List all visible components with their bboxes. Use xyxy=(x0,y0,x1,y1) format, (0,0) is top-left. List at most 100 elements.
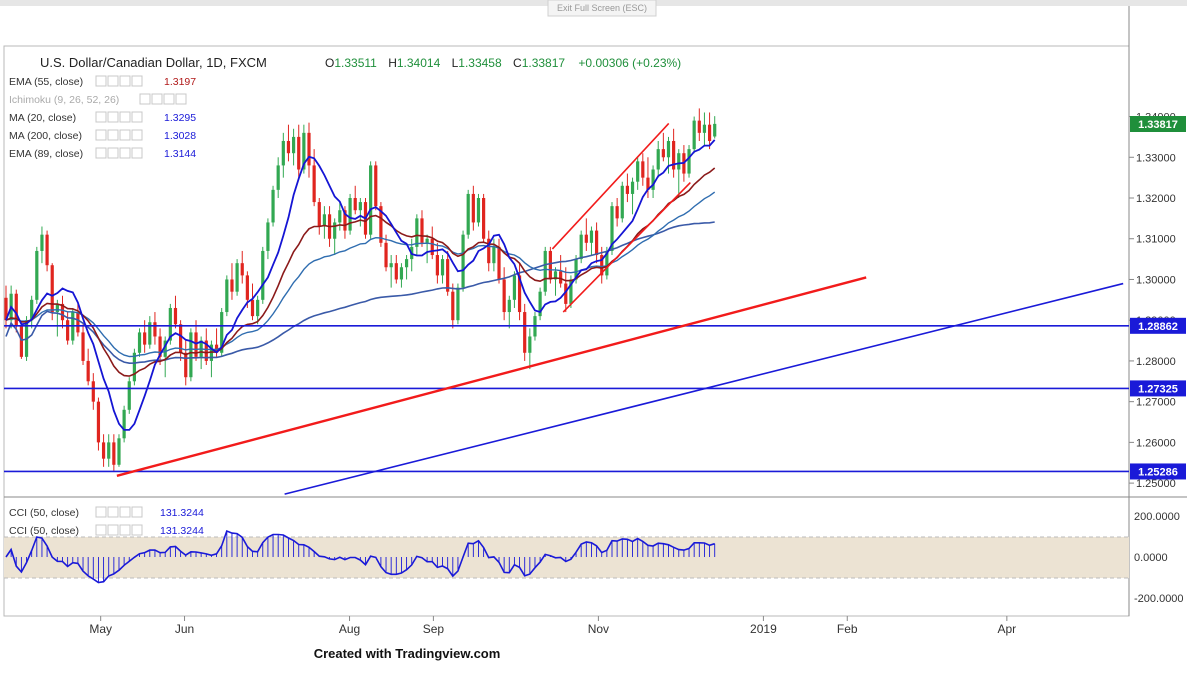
indicator-control-icon[interactable] xyxy=(95,147,107,159)
indicator-control-icon[interactable] xyxy=(131,506,143,518)
low-label: L xyxy=(452,56,459,70)
candle-body xyxy=(600,255,604,276)
exit-fullscreen-button[interactable] xyxy=(547,0,657,17)
axis-layer: 1.250001.260001.270001.280001.290001.300… xyxy=(89,112,1186,636)
indicator-control-icon[interactable] xyxy=(107,75,119,87)
candle-body xyxy=(523,312,527,353)
candle-body xyxy=(55,303,59,313)
x-tick-label: 2019 xyxy=(750,622,777,636)
candle-body xyxy=(194,332,198,357)
candle-body xyxy=(214,344,219,353)
indicator-control-icon[interactable] xyxy=(151,93,163,105)
red-channel-upper xyxy=(551,122,670,250)
cci-layer xyxy=(5,529,716,584)
candle-body xyxy=(14,293,18,327)
candle-body xyxy=(291,136,296,154)
candle-body xyxy=(471,193,475,223)
candle-body xyxy=(564,283,568,304)
cci-label: CCI (50, close) xyxy=(9,507,79,519)
price-tag-label: 1.27325 xyxy=(1138,383,1178,395)
candle-body xyxy=(707,124,712,141)
indicator-control-icon[interactable] xyxy=(107,506,119,518)
open-value: 1.33511 xyxy=(334,56,377,70)
indicator-control-icon[interactable] xyxy=(107,147,119,159)
candle-body xyxy=(276,165,280,190)
ma20-line xyxy=(5,139,716,431)
candle-body xyxy=(348,198,352,231)
indicator-label: MA (200, close) xyxy=(9,130,82,142)
candle-body xyxy=(86,360,90,382)
close-label: C xyxy=(513,56,522,70)
indicator-control-icon[interactable] xyxy=(95,111,107,123)
y-tick-label: 1.25000 xyxy=(1136,478,1176,490)
indicator-control-icon[interactable] xyxy=(131,524,143,536)
indicator-control-icon[interactable] xyxy=(119,129,131,141)
price-tag xyxy=(1130,317,1186,334)
x-tick-label: May xyxy=(89,622,112,636)
candle-body xyxy=(353,198,357,211)
candle-body xyxy=(399,267,404,280)
candle-body xyxy=(548,250,552,280)
price-tag xyxy=(1130,380,1186,397)
candle-body xyxy=(81,332,85,361)
candle-body xyxy=(651,169,655,190)
low-value: 1.33458 xyxy=(458,56,502,70)
candle-body xyxy=(235,263,239,292)
candle-body xyxy=(50,265,54,313)
candle-body xyxy=(297,136,301,170)
indicator-control-icon[interactable] xyxy=(175,93,187,105)
indicator-control-icon[interactable] xyxy=(95,506,107,518)
indicator-label: Ichimoku (9, 26, 52, 26) xyxy=(9,94,119,106)
indicator-control-icon[interactable] xyxy=(107,524,119,536)
indicator-control-icon[interactable] xyxy=(95,129,107,141)
indicator-control-icon[interactable] xyxy=(139,93,151,105)
indicator-control-icon[interactable] xyxy=(163,93,175,105)
candle-body xyxy=(107,442,111,459)
candle-body xyxy=(45,234,49,266)
candle-body xyxy=(66,320,70,341)
candle-body xyxy=(702,124,707,133)
candle-body xyxy=(60,303,65,321)
candle-body xyxy=(466,193,470,235)
candle-body xyxy=(697,120,701,133)
indicator-control-icon[interactable] xyxy=(95,524,107,536)
candle-body xyxy=(630,181,635,194)
indicator-control-icon[interactable] xyxy=(131,111,143,123)
indicator-control-icon[interactable] xyxy=(95,75,107,87)
indicator-control-icon[interactable] xyxy=(119,111,131,123)
candle-body xyxy=(528,336,532,353)
candle-body xyxy=(358,202,362,211)
y-tick-label: 1.33000 xyxy=(1136,152,1176,164)
candle-body xyxy=(615,206,619,219)
indicator-control-icon[interactable] xyxy=(107,111,119,123)
candle-body xyxy=(384,242,388,268)
candle-body xyxy=(4,297,8,321)
candle-body xyxy=(122,409,126,439)
indicator-control-icon[interactable] xyxy=(119,75,131,87)
candle-body xyxy=(302,132,306,170)
indicator-label: EMA (89, close) xyxy=(9,148,83,160)
candle-body xyxy=(594,230,599,256)
candle-body xyxy=(610,206,614,251)
candle-body xyxy=(579,234,583,260)
candle-body xyxy=(661,149,665,158)
indicator-control-icon[interactable] xyxy=(119,147,131,159)
candle-body xyxy=(220,312,224,353)
candle-body xyxy=(281,140,285,166)
indicator-control-icon[interactable] xyxy=(131,147,143,159)
candle-body xyxy=(512,275,517,300)
indicator-control-icon[interactable] xyxy=(119,524,131,536)
indicator-control-icon[interactable] xyxy=(107,129,119,141)
candle-body xyxy=(497,246,501,280)
price-tag xyxy=(1130,116,1186,133)
candle-body xyxy=(286,140,291,154)
ema55-line xyxy=(5,167,716,377)
indicator-control-icon[interactable] xyxy=(131,129,143,141)
indicator-control-icon[interactable] xyxy=(131,75,143,87)
indicator-value: 1.3197 xyxy=(164,76,196,88)
y-tick-label: 1.26000 xyxy=(1136,437,1176,449)
blue-trendline xyxy=(284,282,1124,495)
candle-body xyxy=(502,279,506,313)
y-tick-label: 1.31000 xyxy=(1136,234,1176,246)
indicator-control-icon[interactable] xyxy=(119,506,131,518)
